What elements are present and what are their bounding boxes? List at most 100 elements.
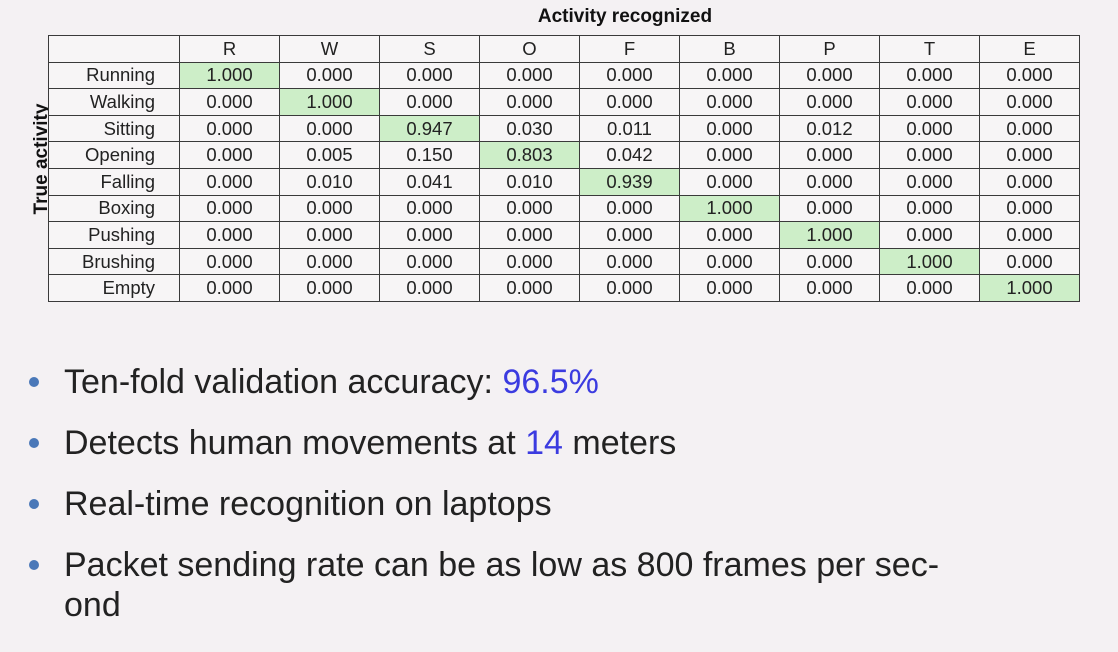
- matrix-cell: 0.000: [879, 221, 980, 249]
- matrix-cell: 0.000: [679, 61, 780, 90]
- matrix-row: Empty 0.000 0.000 0.000 0.000 0.000 0.000 0.000…: [48, 274, 1080, 302]
- header-row: R W S O F B P T E: [48, 35, 1080, 63]
- matrix-cell: 0.000: [679, 247, 780, 276]
- matrix-body: Running 1.000 0.000 0.000 0.000 0.000 0.000 0.0…: [48, 61, 1080, 302]
- column-header: T: [879, 35, 980, 63]
- matrix-cell: 0.000: [779, 247, 880, 276]
- matrix-cell: 0.000: [579, 274, 680, 302]
- matrix-cell: 0.000: [279, 221, 380, 249]
- matrix-cell: 0.000: [579, 221, 680, 249]
- matrix-cell: 0.000: [479, 194, 580, 223]
- matrix-cell: 0.000: [679, 167, 780, 196]
- matrix-cell: 0.000: [879, 167, 980, 196]
- matrix-cell: 0.000: [579, 88, 680, 116]
- matrix-cell: 0.000: [879, 274, 980, 302]
- matrix-row: Walking 0.000 1.000 0.000 0.000 0.000 0.000 0.0…: [48, 88, 1080, 116]
- matrix-cell: 0.000: [679, 114, 780, 143]
- bullet-text: Packet sending rate can be as low as 800…: [64, 546, 940, 584]
- matrix-cell: 0.000: [579, 61, 680, 90]
- matrix-cell: 0.000: [779, 141, 880, 169]
- matrix-cell-diagonal: 1.000: [879, 247, 980, 276]
- matrix-cell: 0.000: [779, 194, 880, 223]
- matrix-cell: 0.000: [679, 141, 780, 169]
- matrix-cell: 0.000: [779, 88, 880, 116]
- matrix-cell: 0.000: [879, 141, 980, 169]
- matrix-cell: 0.000: [179, 221, 280, 249]
- matrix-cell: 0.041: [379, 167, 480, 196]
- matrix-cell: 0.000: [379, 194, 480, 223]
- matrix-cell: 0.000: [879, 61, 980, 90]
- row-label: Empty: [48, 274, 180, 302]
- matrix-row: Brushing 0.000 0.000 0.000 0.000 0.000 0.000 0.…: [48, 247, 1080, 276]
- matrix-cell: 0.000: [179, 167, 280, 196]
- matrix-row: Pushing 0.000 0.000 0.000 0.000 0.000 0.000 1.0…: [48, 221, 1080, 249]
- matrix-cell: 0.000: [679, 221, 780, 249]
- bullet-dot-icon: [29, 377, 39, 387]
- column-header: E: [979, 35, 1080, 63]
- matrix-cell-diagonal: 1.000: [779, 221, 880, 249]
- row-label: Brushing: [48, 247, 180, 276]
- matrix-cell: 0.000: [179, 274, 280, 302]
- matrix-cell: 0.000: [679, 88, 780, 116]
- row-label: Sitting: [48, 114, 180, 143]
- bullet-item: Real-time recognition on laptops: [26, 484, 1106, 524]
- bullet-item: Ten-fold validation accuracy: 96.5%: [26, 362, 1106, 402]
- matrix-cell-diagonal: 1.000: [179, 61, 280, 90]
- row-label: Boxing: [48, 194, 180, 223]
- matrix-cell: 0.005: [279, 141, 380, 169]
- matrix-cell: 0.000: [379, 274, 480, 302]
- matrix-cell: 0.000: [479, 274, 580, 302]
- confusion-matrix: R W S O F B P T E Running 1.000 0.000 0.000…: [48, 35, 1080, 302]
- column-header: O: [479, 35, 580, 63]
- matrix-cell: 0.012: [779, 114, 880, 143]
- bullet-item: Detects human movements at 14 meters: [26, 423, 1106, 463]
- matrix-cell: 0.000: [679, 274, 780, 302]
- matrix-cell: 0.000: [979, 88, 1080, 116]
- bullet-dot-icon: [29, 438, 39, 448]
- x-axis-title: Activity recognized: [537, 6, 713, 27]
- highlight-value: 14: [525, 424, 563, 462]
- matrix-row: Falling 0.000 0.010 0.041 0.010 0.939 0.000 0.0…: [48, 167, 1080, 196]
- column-header: W: [279, 35, 380, 63]
- matrix-cell: 0.000: [379, 61, 480, 90]
- matrix-cell: 0.030: [479, 114, 580, 143]
- matrix-cell: 0.000: [379, 221, 480, 249]
- row-label: Falling: [48, 167, 180, 196]
- bullet-text: Ten-fold validation accuracy:: [64, 363, 503, 401]
- matrix-cell-diagonal: 0.947: [379, 114, 480, 143]
- matrix-cell: 0.000: [279, 114, 380, 143]
- matrix-cell: 0.010: [479, 167, 580, 196]
- matrix-cell: 0.042: [579, 141, 680, 169]
- matrix-cell: 0.000: [379, 88, 480, 116]
- bullet-dot-icon: [29, 499, 39, 509]
- matrix-cell: 0.000: [779, 61, 880, 90]
- matrix-cell: 0.000: [179, 141, 280, 169]
- matrix-cell-diagonal: 1.000: [979, 274, 1080, 302]
- matrix-cell: 0.010: [279, 167, 380, 196]
- matrix-cell: 0.000: [279, 274, 380, 302]
- matrix-cell: 0.000: [979, 141, 1080, 169]
- matrix-row: Sitting 0.000 0.000 0.947 0.030 0.011 0.000 0.0…: [48, 114, 1080, 143]
- matrix-cell: 0.000: [979, 194, 1080, 223]
- column-header: F: [579, 35, 680, 63]
- matrix-cell: 0.000: [179, 194, 280, 223]
- row-label: Walking: [48, 88, 180, 116]
- matrix-cell: 0.000: [179, 88, 280, 116]
- corner-cell: [48, 35, 180, 63]
- matrix-cell: 0.000: [579, 247, 680, 276]
- matrix-row: Boxing 0.000 0.000 0.000 0.000 0.000 1.000 0.00…: [48, 194, 1080, 223]
- matrix-cell: 0.000: [479, 61, 580, 90]
- matrix-cell: 0.000: [979, 167, 1080, 196]
- matrix-cell: 0.000: [779, 274, 880, 302]
- matrix-cell: 0.000: [879, 114, 980, 143]
- matrix-cell: 0.000: [179, 114, 280, 143]
- matrix-row: Opening 0.000 0.005 0.150 0.803 0.042 0.000 0.0…: [48, 141, 1080, 169]
- bullet-text: Detects human movements at: [64, 424, 526, 462]
- row-label: Pushing: [48, 221, 180, 249]
- matrix-cell: 0.150: [379, 141, 480, 169]
- matrix-cell: 0.000: [179, 247, 280, 276]
- matrix-cell: 0.000: [479, 221, 580, 249]
- matrix-row: Running 1.000 0.000 0.000 0.000 0.000 0.000 0.0…: [48, 61, 1080, 90]
- bullet-item: Packet sending rate can be as low as 800…: [26, 545, 1106, 625]
- matrix-cell: 0.000: [779, 167, 880, 196]
